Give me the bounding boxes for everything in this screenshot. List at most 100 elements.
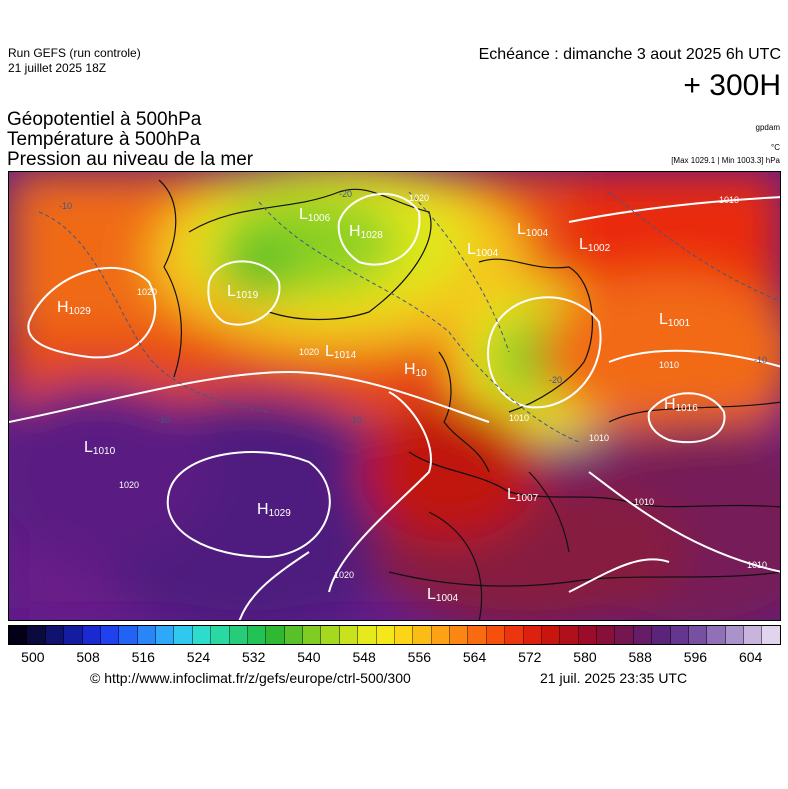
color-scale-tick-label: 500 xyxy=(21,649,45,665)
color-scale-cell xyxy=(615,626,634,644)
color-scale-cell xyxy=(229,626,248,644)
variable-geopotential: Géopotentiel à 500hPa xyxy=(7,109,202,130)
color-scale-cell xyxy=(247,626,267,644)
color-scale-tick-label: 508 xyxy=(76,649,100,665)
weather-map[interactable]: L1006 H1028 L1004 L1004 L1002 H1029 L101… xyxy=(8,171,781,621)
color-scale-cell xyxy=(744,626,763,644)
color-scale-cell xyxy=(211,626,230,644)
isotherm-label: -20 xyxy=(549,375,563,385)
color-scale-cell xyxy=(9,626,28,644)
color-scale-cell xyxy=(578,626,597,644)
color-scale-cell xyxy=(376,626,395,644)
color-scale-cell xyxy=(633,626,653,644)
color-scale-tick-label: 556 xyxy=(407,649,432,665)
isobar-label: 1010 xyxy=(747,560,768,570)
run-title: Run GEFS (run controle) xyxy=(8,46,141,60)
geopotential-field xyxy=(9,172,780,620)
source-credit[interactable]: © http://www.infoclimat.fr/z/gefs/europe… xyxy=(90,670,411,686)
color-scale-cell xyxy=(27,626,46,644)
variable-pressure: Pression au niveau de la mer xyxy=(7,149,254,170)
pressure-center-low: L1007 xyxy=(507,486,539,505)
pressure-center-high: H1029 xyxy=(57,299,91,318)
color-scale-cell xyxy=(100,626,120,644)
color-scale-cell xyxy=(64,626,83,644)
pressure-center-low: L1004 xyxy=(517,221,549,240)
color-scale-cell xyxy=(505,626,524,644)
color-scale-cell xyxy=(339,626,359,644)
color-scale-tick-label: 588 xyxy=(628,649,652,665)
color-scale-tick-label: 572 xyxy=(518,649,542,665)
variable-temperature: Température à 500hPa xyxy=(7,129,201,150)
pressure-center-low: L1004 xyxy=(427,586,459,605)
color-scale-bar xyxy=(8,625,781,645)
isotherm-label: -10 xyxy=(349,415,363,425)
pressure-center-low: L1004 xyxy=(467,241,499,260)
map-canvas xyxy=(9,172,780,620)
isobar-label: 1020 xyxy=(299,347,320,357)
color-scale-cell xyxy=(597,626,616,644)
color-scale-cell xyxy=(45,626,65,644)
isotherm-label: -10 xyxy=(754,355,768,365)
isotherm-label: -10 xyxy=(59,201,73,211)
color-scale-tick-label: 596 xyxy=(683,649,708,665)
color-scale-tick-label: 524 xyxy=(186,649,211,665)
isobar-label: 1020 xyxy=(119,480,140,490)
color-scale-cell xyxy=(707,626,726,644)
color-scale-tick-label: 516 xyxy=(131,649,155,665)
color-scale-cell xyxy=(523,626,542,644)
color-scale-cell xyxy=(652,626,671,644)
pressure-center-low: L1019 xyxy=(227,283,259,302)
color-scale-cell xyxy=(486,626,506,644)
color-scale-cell xyxy=(156,626,175,644)
color-scale-cell xyxy=(266,626,285,644)
color-scale-cell xyxy=(321,626,340,644)
color-scale-cell xyxy=(468,626,487,644)
isobar-label: 1010 xyxy=(634,497,655,507)
run-date: 21 juillet 2025 18Z xyxy=(8,61,107,75)
color-scale-cell xyxy=(670,626,689,644)
color-scale-cell xyxy=(560,626,579,644)
isobar-label: 1010 xyxy=(659,360,680,370)
isotherm-label: -10 xyxy=(157,415,171,425)
pressure-center-low: L1001 xyxy=(659,311,691,330)
color-scale-cell xyxy=(119,626,138,644)
pressure-center-high: H1016 xyxy=(664,396,698,415)
color-scale-cell xyxy=(762,626,780,644)
isobar-label: 1020 xyxy=(334,570,355,580)
color-scale-cell xyxy=(541,626,561,644)
forecast-valid-time: Echéance : dimanche 3 aout 2025 6h UTC xyxy=(478,46,781,63)
color-scale-tick-label: 540 xyxy=(297,649,321,665)
isobar-label: 1010 xyxy=(509,413,530,423)
pressure-center-low: L1010 xyxy=(84,439,116,458)
pressure-center-low: L1006 xyxy=(299,206,331,225)
color-scale-cell xyxy=(431,626,450,644)
color-scale-tick-label: 604 xyxy=(738,649,763,665)
color-scale-tick-label: 580 xyxy=(573,649,597,665)
pressure-center-low: L1014 xyxy=(325,343,357,362)
color-scale-cell xyxy=(192,626,212,644)
color-scale-cell xyxy=(358,626,377,644)
color-scale-cell xyxy=(82,626,101,644)
generation-time: 21 juil. 2025 23:35 UTC xyxy=(540,670,688,686)
color-scale-tick-label: 548 xyxy=(352,649,376,665)
isobar-label: 1010 xyxy=(719,195,740,205)
pressure-center-high: H1028 xyxy=(349,223,383,242)
isobar-label: 1020 xyxy=(137,287,158,297)
color-scale-cell xyxy=(688,626,708,644)
color-scale-cell xyxy=(174,626,193,644)
pressure-center-low: L1002 xyxy=(579,236,611,255)
color-scale-cell xyxy=(137,626,156,644)
isobar-label: 1020 xyxy=(409,193,430,203)
unit-pressure-range: [Max 1029.1 | Min 1003.3] hPa xyxy=(671,156,780,165)
unit-temperature: °C xyxy=(771,143,780,152)
color-scale-cell xyxy=(413,626,432,644)
unit-geopotential: gpdam xyxy=(755,123,780,132)
color-scale-ticks: 500 508 516 524 532 540 548 556 564 572 580 588 596 6… xyxy=(8,649,781,667)
isotherm-label: -20 xyxy=(339,189,353,199)
isobar-label: 1010 xyxy=(589,433,610,443)
color-scale-cell xyxy=(284,626,303,644)
color-scale-tick-label: 532 xyxy=(242,649,266,665)
color-scale-cell xyxy=(450,626,469,644)
isotherms xyxy=(38,191,780,443)
color-scale-tick-label: 564 xyxy=(462,649,487,665)
